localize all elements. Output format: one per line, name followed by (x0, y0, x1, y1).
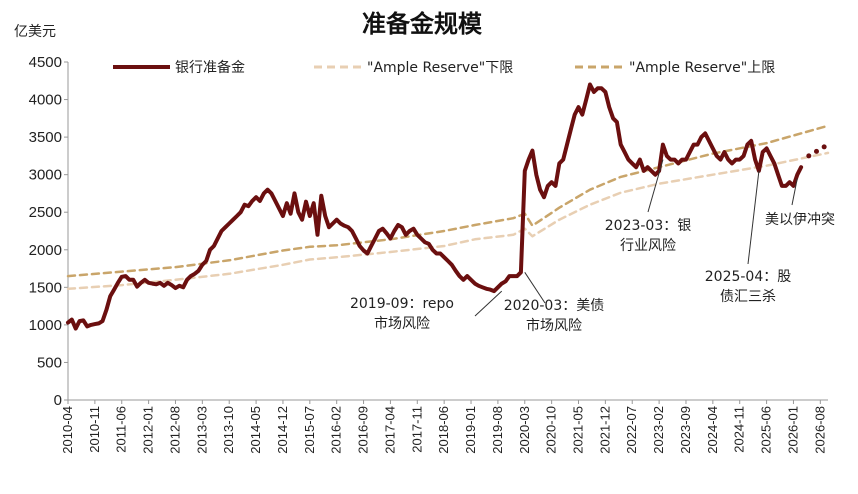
x-tick-label: 2019-01 (463, 406, 478, 454)
annotation-label: 2023-03：银 (605, 218, 692, 234)
x-tick-label: 2023-02 (651, 406, 666, 454)
legend-label-lower: "Ample Reserve"下限 (367, 60, 513, 76)
projection-dot (813, 148, 819, 154)
y-tick-label: 0 (54, 392, 62, 409)
x-tick-label: 2021-05 (571, 406, 586, 454)
annotation-label: 行业风险 (620, 238, 676, 254)
unit-label: 亿美元 (14, 24, 56, 40)
x-tick-label: 2013-10 (221, 406, 236, 454)
x-tick-label: 2022-07 (624, 406, 639, 454)
series-line-bank-reserves (66, 82, 804, 331)
x-tick-label: 2011-06 (114, 406, 129, 453)
annotation-label: 2020-03：美债 (504, 298, 605, 314)
x-tick-label: 2012-01 (141, 406, 156, 454)
x-tick-label: 2025-06 (759, 406, 774, 454)
x-tick-label: 2016-02 (329, 406, 344, 454)
y-tick-label: 500 (37, 354, 62, 371)
projection-dot (821, 144, 827, 150)
annotation-label: 债汇三杀 (720, 289, 776, 305)
y-tick-label: 4500 (29, 54, 62, 71)
annotation-leader (647, 159, 664, 213)
x-tick-label: 2020-10 (544, 406, 559, 454)
x-tick-label: 2023-09 (678, 406, 693, 454)
x-tick-label: 2010-11 (87, 406, 102, 453)
y-tick-label: 4000 (29, 92, 62, 109)
annotation-layer: 2019-09：repo市场风险2020-03：美债市场风险2023-03：银行… (350, 159, 835, 334)
y-tick-label: 1500 (29, 279, 62, 296)
series-layer (66, 82, 830, 331)
x-tick-label: 2021-12 (597, 406, 612, 454)
series-line-ample-lower (66, 151, 830, 291)
annotation-leader (474, 290, 503, 317)
annotation-label: 2019-09：repo (350, 296, 454, 312)
x-tick-label: 2014-05 (248, 406, 263, 454)
x-tick-label: 2012-08 (167, 406, 182, 454)
y-tick-label: 3500 (29, 129, 62, 146)
x-tick-label: 2026-08 (812, 406, 827, 454)
annotation-leader (524, 272, 546, 304)
x-tick-label: 2010-04 (60, 406, 75, 454)
y-tick-label: 1000 (29, 317, 62, 334)
x-tick-label: 2019-08 (490, 406, 505, 454)
series-line-ample-upper (66, 124, 830, 278)
y-tick-label: 3000 (29, 167, 62, 184)
annotation-label: 2025-04：股 (705, 269, 792, 285)
annotation-label: 市场风险 (526, 317, 582, 334)
axes: 0 500 1000 1500 2000 2500 3000 3500 4000 4500 2010… (29, 54, 828, 454)
x-tick-label: 2017-04 (382, 406, 397, 454)
x-tick-label: 2013-03 (194, 406, 209, 454)
annotation-label: 美以伊冲突 (765, 212, 835, 228)
x-tick-label: 2020-03 (517, 406, 532, 454)
annotation-label: 市场风险 (374, 315, 430, 332)
y-tick-label: 2000 (29, 242, 62, 259)
legend-label-upper: "Ample Reserve"上限 (629, 60, 775, 76)
annotation-leader (747, 170, 760, 265)
x-tick-label: 2015-07 (302, 406, 317, 454)
x-tick-label: 2017-11 (409, 406, 424, 453)
x-tick-label: 2014-12 (275, 406, 290, 454)
x-tick-label: 2026-01 (785, 406, 800, 454)
x-tick-label: 2024-04 (705, 406, 720, 454)
x-tick-label: 2024-11 (732, 406, 747, 453)
legend: 银行准备金 "Ample Reserve"下限 "Ample Reserve"上… (113, 59, 775, 76)
projection-dot (806, 153, 812, 159)
legend-label-reserves: 银行准备金 (175, 59, 245, 76)
x-tick-label: 2016-09 (356, 406, 371, 454)
chart-title: 准备金规模 (362, 10, 483, 38)
y-tick-label: 2500 (29, 204, 62, 221)
x-tick-label: 2018-06 (436, 406, 451, 454)
annotation-leader (791, 178, 798, 206)
